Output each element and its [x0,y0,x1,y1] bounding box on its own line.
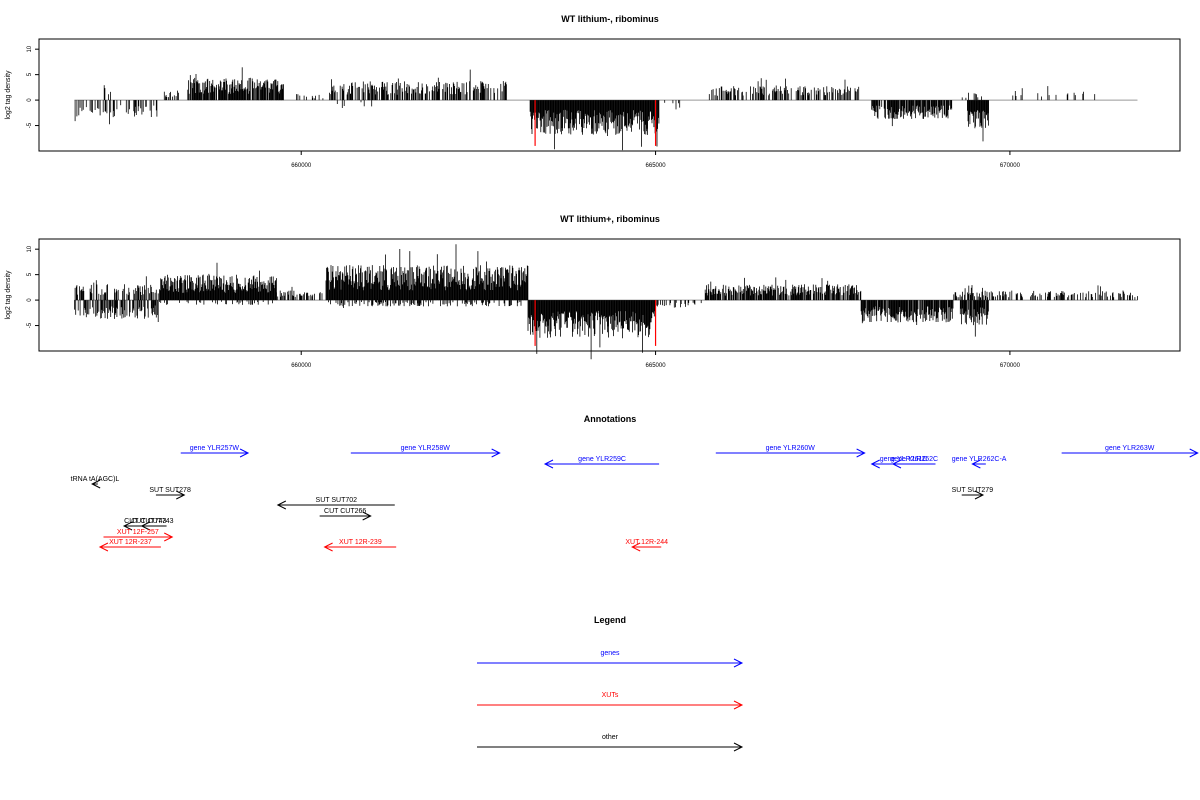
annotation-feature: gene YLR259C [543,456,660,469]
feature-arrowhead [856,448,866,458]
feature-arrowhead [1189,448,1199,458]
feature-label: CUT CUT266 [324,508,366,515]
legend-item: genes [477,650,744,668]
feature-arrowhead [239,448,250,458]
feature-arrowhead [362,511,372,521]
feature-label: gene YLR262C [890,456,938,463]
track-1-bars [74,67,1138,151]
track-2-bars [74,244,1138,360]
annotation-feature: SUT SUT278 [149,487,191,500]
feature-arrowhead [891,459,902,469]
feature-arrowhead [974,490,985,500]
legend-label: XUTs [602,692,619,699]
xtick-label: 660000 [291,163,312,169]
track-2-xaxis: 660000 665000 670000 [291,351,1021,369]
annotation-feature: gene YLR262C-A [952,456,1007,469]
legend-panel: Legend genes XUTs other [477,615,744,752]
annotation-feature: gene YLR260W [715,445,866,458]
feature-arrowhead [971,459,981,469]
annotations-title: Annotations [584,414,637,424]
annotation-feature: XUT 12F-257 [103,529,174,542]
legend-item: XUTs [477,692,744,710]
ytick-label: 5 [27,272,33,276]
xtick-label: 670000 [1000,363,1021,369]
annotation-feature: gene YLR257W [180,445,250,458]
track-panel-1: WT lithium-, ribominus log2 tag density … [5,14,1181,169]
xtick-label: 665000 [646,163,667,169]
xtick-label: 665000 [646,363,667,369]
annotation-feature: CUT CUT743 [131,518,174,531]
annotation-feature: XUT 12R-239 [323,539,397,552]
annotation-feature: XUT 12R-244 [625,539,668,552]
track-1-xaxis: 660000 665000 670000 [291,151,1021,169]
feature-arrowhead [276,500,287,510]
annotation-feature: SUT SUT702 [276,497,395,510]
track-2-yaxis: -5 0 5 10 [27,245,39,328]
legend-label: other [602,734,619,741]
feature-label: SUT SUT279 [952,487,994,494]
ytick-label: 10 [27,245,33,252]
annotation-feature: gene YLR262C [890,456,938,469]
feature-arrowhead [164,532,174,542]
annotation-feature: tRNA tA(AGC)L [71,476,120,489]
ytick-label: 0 [27,98,33,102]
legend-arrowhead [733,742,744,752]
legend-arrowhead [733,658,744,668]
feature-label: SUT SUT702 [316,497,358,504]
feature-arrowhead [870,459,880,469]
legend-arrowhead [733,700,744,710]
legend-label: genes [600,650,620,657]
feature-label: XUT 12R-239 [339,539,382,546]
feature-arrowhead [323,542,333,552]
feature-label: gene YLR262C-A [952,456,1007,463]
ytick-label: 5 [27,72,33,76]
ytick-label: 10 [27,45,33,52]
feature-arrowhead [491,448,501,458]
feature-label: gene YLR259C [578,456,626,463]
feature-arrowhead [140,521,150,531]
annotation-features: gene YLR257W gene YLR258W gene YLR259C gene… [71,445,1199,552]
annotation-feature: gene YLR258W [350,445,501,458]
ytick-label: -5 [27,122,33,128]
feature-label: gene YLR258W [401,445,451,452]
annotation-feature: gene YLR263W [1061,445,1199,458]
track-1-ylabel: log2 tag density [5,70,12,120]
feature-label: XUT 12F-257 [117,529,159,536]
feature-label: CUT CUT743 [131,518,173,525]
annotation-feature: SUT SUT279 [952,487,994,500]
track-panel-2: WT lithium+, ribominus log2 tag density … [5,214,1181,369]
legend-item: other [477,734,744,752]
legend-title: Legend [594,615,626,625]
feature-arrowhead [91,479,101,489]
track-1-yaxis: -5 0 5 10 [27,45,39,128]
feature-label: XUT 12R-244 [625,539,668,546]
xtick-label: 670000 [1000,163,1021,169]
feature-label: XUT 12R-237 [109,539,152,546]
feature-arrowhead [122,521,133,531]
feature-label: gene YLR257W [190,445,240,452]
feature-arrowhead [543,459,554,469]
feature-arrowhead [98,542,109,552]
feature-label: SUT SUT278 [149,487,191,494]
feature-label: CUT CUT743 [124,518,166,525]
feature-label: gene YLR260W [766,445,816,452]
xtick-label: 660000 [291,363,312,369]
track-2-title: WT lithium+, ribominus [560,214,660,224]
annotations-panel: Annotations gene YLR257W gene YLR258Wgene… [71,414,1199,552]
ytick-label: -5 [27,322,33,328]
feature-label: gene YLR263W [1105,445,1155,452]
ytick-label: 0 [27,298,33,302]
feature-arrowhead [631,542,641,552]
feature-label: gene YLR261C [880,456,928,463]
annotation-feature: XUT 12R-237 [98,539,161,552]
annotation-feature: CUT CUT266 [319,508,372,521]
legend-items: genes XUTs other [477,650,744,752]
track-2-frame [38,238,1181,352]
feature-arrowhead [176,490,186,500]
track-1-frame [38,38,1181,152]
feature-label: tRNA tA(AGC)L [71,476,120,483]
track-1-title: WT lithium-, ribominus [561,14,659,24]
track-2-ylabel: log2 tag density [5,270,12,320]
